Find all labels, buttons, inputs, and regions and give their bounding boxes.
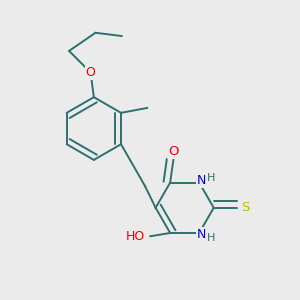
Text: H: H (207, 173, 215, 183)
Text: O: O (85, 66, 95, 79)
Text: S: S (241, 201, 249, 214)
Text: H: H (207, 233, 215, 243)
Text: O: O (168, 145, 179, 158)
Text: N: N (197, 175, 206, 188)
Text: HO: HO (126, 230, 146, 243)
Text: N: N (197, 228, 206, 241)
